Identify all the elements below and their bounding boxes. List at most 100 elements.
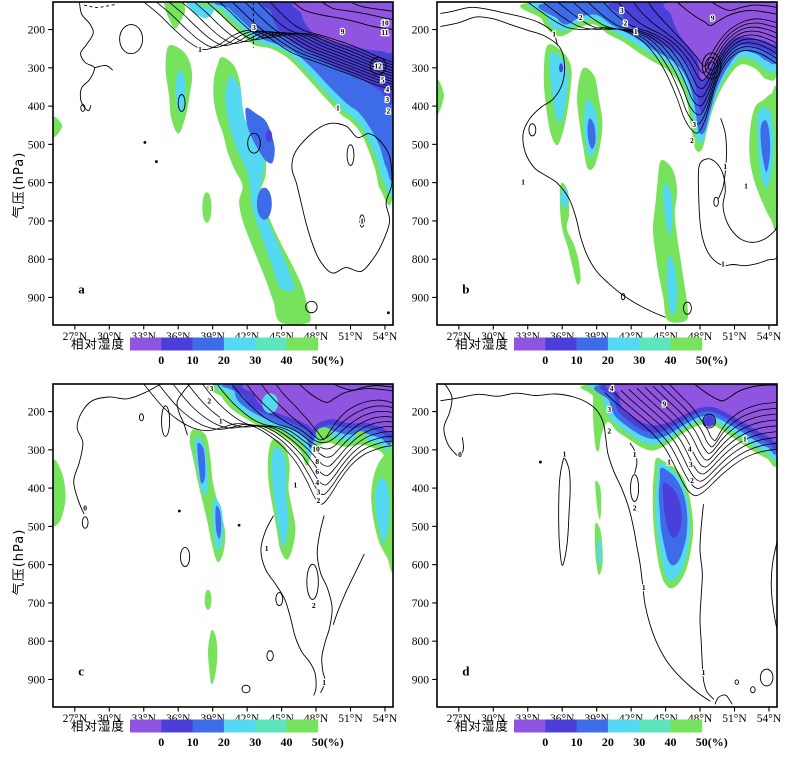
colorbar-tick-label: 40	[281, 353, 293, 367]
y-tick-label: 900	[28, 292, 46, 304]
y-tick-label: 200	[28, 25, 46, 37]
contour-label: 2	[316, 496, 320, 505]
colorbar-tick-label: 0	[158, 735, 164, 749]
y-tick-label: 900	[412, 674, 430, 686]
colorbar-segment	[130, 337, 162, 351]
y-tick-label: 700	[412, 216, 430, 228]
contour-label: 1	[723, 162, 727, 171]
y-tick-label: 300	[412, 445, 430, 457]
x-tick-label: 27°N	[447, 713, 472, 725]
colorbar-tick-label: 20	[602, 353, 614, 367]
x-tick-label: 27°N	[63, 331, 88, 343]
contour-label: 9	[663, 400, 667, 409]
y-tick-label: 500	[28, 521, 46, 533]
cross-section-plot-d: 27°N 30°N 33°N 36°N 39°N 42°N 45°N 48°N 51°N 54°N…	[412, 383, 782, 750]
contour-label: 2	[690, 476, 694, 485]
y-tick-label: 900	[28, 674, 46, 686]
colorbar-tick-label: 10	[187, 735, 199, 749]
colorbar-tick-label: 30	[249, 353, 261, 367]
contour-label: 1	[552, 30, 556, 39]
colorbar-segment	[670, 719, 703, 733]
contour-label: 2	[312, 601, 316, 610]
contour-label: 1	[633, 450, 637, 459]
contour-label: 10	[381, 19, 389, 28]
y-tick-label: 600	[28, 560, 46, 572]
x-tick-label: 54°N	[373, 713, 398, 725]
colorbar-segment	[639, 337, 671, 351]
y-tick-label: 500	[28, 139, 46, 151]
y-tick-label: 200	[28, 407, 46, 419]
contour-label: 2	[633, 504, 637, 513]
contour-label: 0	[458, 450, 462, 459]
colorbar-tick-label: 0	[542, 353, 548, 367]
colorbar-segment	[255, 719, 287, 733]
panel-letter: d	[462, 664, 470, 679]
contour-label: 12	[374, 62, 382, 71]
contour-label: 4	[315, 478, 319, 487]
plot-frame	[52, 383, 394, 708]
contour-label: 3	[385, 95, 389, 104]
colorbar-segment	[161, 337, 193, 351]
x-tick-label: 30°N	[97, 713, 122, 725]
y-tick-label: 200	[412, 407, 430, 419]
colorbar-segment	[670, 337, 703, 351]
contour-label: 1	[667, 458, 671, 467]
y-tick-label: 900	[412, 292, 430, 304]
panel-letter: c	[78, 664, 84, 679]
colorbar-tick-label: 20	[218, 735, 230, 749]
contour-label: 10	[312, 445, 320, 454]
colorbar-segment	[286, 337, 319, 351]
colorbar-unit: (%)	[708, 735, 728, 749]
colorbar-segment	[639, 719, 671, 733]
y-tick-label: 300	[28, 445, 46, 457]
colorbar-unit: (%)	[324, 353, 344, 367]
colorbar-segment	[576, 719, 609, 733]
colorbar-tick-label: 10	[571, 353, 583, 367]
contour-label: 1	[563, 449, 567, 458]
y-tick-label: 800	[28, 254, 46, 266]
colorbar-unit: (%)	[324, 735, 344, 749]
plot-frame	[52, 1, 394, 326]
contour-label: 1	[634, 27, 638, 36]
colorbar-title: 相对湿度	[455, 337, 509, 352]
colorbar-segment	[514, 719, 546, 733]
plot-frame	[436, 1, 778, 326]
x-tick-label: 51°N	[722, 331, 747, 343]
contour-label: 3	[607, 405, 611, 414]
colorbar-segment	[545, 719, 577, 733]
y-tick-label: 400	[28, 101, 46, 113]
contour-label: 1	[322, 678, 326, 687]
colorbar-tick-label: 0	[542, 735, 548, 749]
colorbar-title: 相对湿度	[71, 719, 125, 734]
plot-frame	[436, 383, 778, 708]
x-tick-label: 27°N	[63, 713, 88, 725]
colorbar-segment	[607, 337, 640, 351]
y-tick-label: 200	[412, 25, 430, 37]
cross-section-plot-a: 27°N 30°N 33°N 36°N 39°N 42°N 45°N 48°N 51°N 54°N…	[28, 1, 398, 367]
contour-label: 2	[607, 426, 611, 435]
contour-label: 1	[293, 481, 297, 490]
colorbar: 相对湿度 0 10 20 30 40 50 (%)	[455, 719, 728, 750]
y-tick-label: 400	[412, 101, 430, 113]
panel-c: 27°N 30°N 33°N 36°N 39°N 42°N 45°N 48°N 51°N 54°N…	[0, 382, 399, 765]
colorbar-tick-label: 50	[312, 353, 324, 367]
colorbar-tick-label: 30	[633, 735, 645, 749]
colorbar-segment	[545, 337, 577, 351]
colorbar-tick-label: 40	[665, 353, 677, 367]
y-tick-label: 300	[28, 63, 46, 75]
y-tick-label: 500	[412, 139, 430, 151]
contour-label: 2	[690, 136, 694, 145]
contour-label: 4	[385, 85, 389, 94]
contour-label: 3	[692, 120, 696, 129]
x-tick-label: 51°N	[338, 331, 363, 343]
contour-label: 8	[315, 457, 319, 466]
colorbar: 相对湿度 0 10 20 30 40 50 (%)	[71, 719, 344, 750]
x-tick-label: 30°N	[97, 331, 122, 343]
x-tick-label: 30°N	[481, 331, 506, 343]
colorbar-tick-label: 20	[218, 353, 230, 367]
contour-label: 4	[688, 445, 692, 454]
colorbar-tick-label: 40	[665, 735, 677, 749]
contour-label: 1	[744, 181, 748, 190]
y-tick-label: 400	[28, 483, 46, 495]
